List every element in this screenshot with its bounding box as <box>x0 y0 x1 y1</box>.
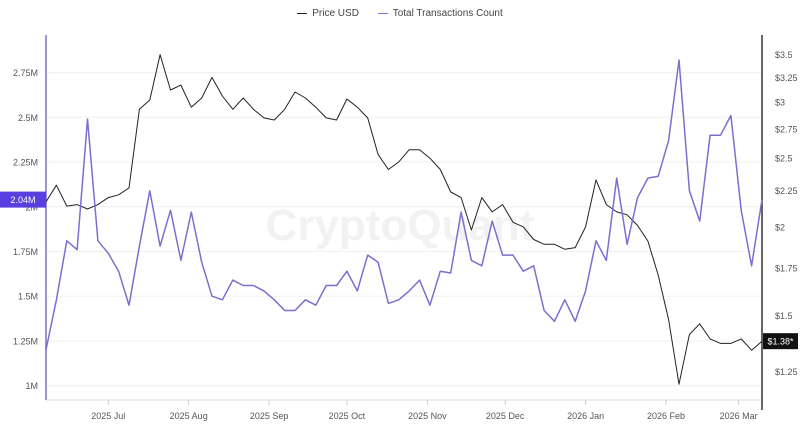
legend-item-price[interactable]: Price USD <box>297 8 359 19</box>
legend-item-transactions[interactable]: Total Transactions Count <box>377 7 503 19</box>
y-right-tick-label: $2.25 <box>775 186 798 196</box>
x-tick-label: 2025 Dec <box>486 411 525 421</box>
transactions-line <box>45 59 763 351</box>
x-tick-label: 2025 Aug <box>170 411 208 421</box>
legend-swatch-transactions <box>377 12 388 14</box>
y-right-tick-label: $2.75 <box>775 124 798 134</box>
price-line <box>45 54 763 385</box>
y-left-tick-label: 1.25M <box>13 336 38 346</box>
y-left-tick-label: 2.75M <box>13 68 38 78</box>
y-right-tick-label: $3.25 <box>775 73 798 83</box>
x-tick-label: 2026 Mar <box>720 411 758 421</box>
x-tick-label: 2025 Sep <box>250 411 289 421</box>
y-left-tick-label: 1.75M <box>13 247 38 257</box>
y-left-tick-label: 2.25M <box>13 158 38 168</box>
y-left-tick-label: 2.5M <box>18 113 38 123</box>
x-tick-label: 2026 Feb <box>647 411 685 421</box>
y-right-tick-label: $3 <box>775 98 785 108</box>
current-price-label: $1.38* <box>767 337 794 347</box>
current-price-badge <box>763 333 798 350</box>
y-right-tick-label: $1.75 <box>775 264 798 274</box>
x-tick-label: 2026 Jan <box>567 411 604 421</box>
y-right-tick-label: $2.5 <box>775 154 793 164</box>
current-transactions-badge <box>0 191 46 208</box>
legend: Price USD Total Transactions Count <box>0 6 800 19</box>
legend-label-transactions: Total Transactions Count <box>392 7 503 19</box>
watermark: CryptoQuant <box>266 201 535 250</box>
legend-label-price: Price USD <box>312 7 359 19</box>
x-tick-label: 2025 Jul <box>91 411 125 421</box>
y-right-tick-label: $1.25 <box>775 367 798 377</box>
y-left-tick-label: 1.5M <box>18 292 38 302</box>
y-right-tick-label: $2 <box>775 222 785 232</box>
y-right-tick-label: $3.5 <box>775 50 793 60</box>
current-transactions-label: 2.04M <box>10 195 35 205</box>
x-tick-label: 2025 Nov <box>408 411 447 421</box>
legend-swatch-price <box>297 12 308 14</box>
x-tick-label: 2025 Oct <box>329 411 366 421</box>
y-right-tick-label: $1.5 <box>775 311 793 321</box>
y-left-tick-label: 1M <box>25 381 38 391</box>
